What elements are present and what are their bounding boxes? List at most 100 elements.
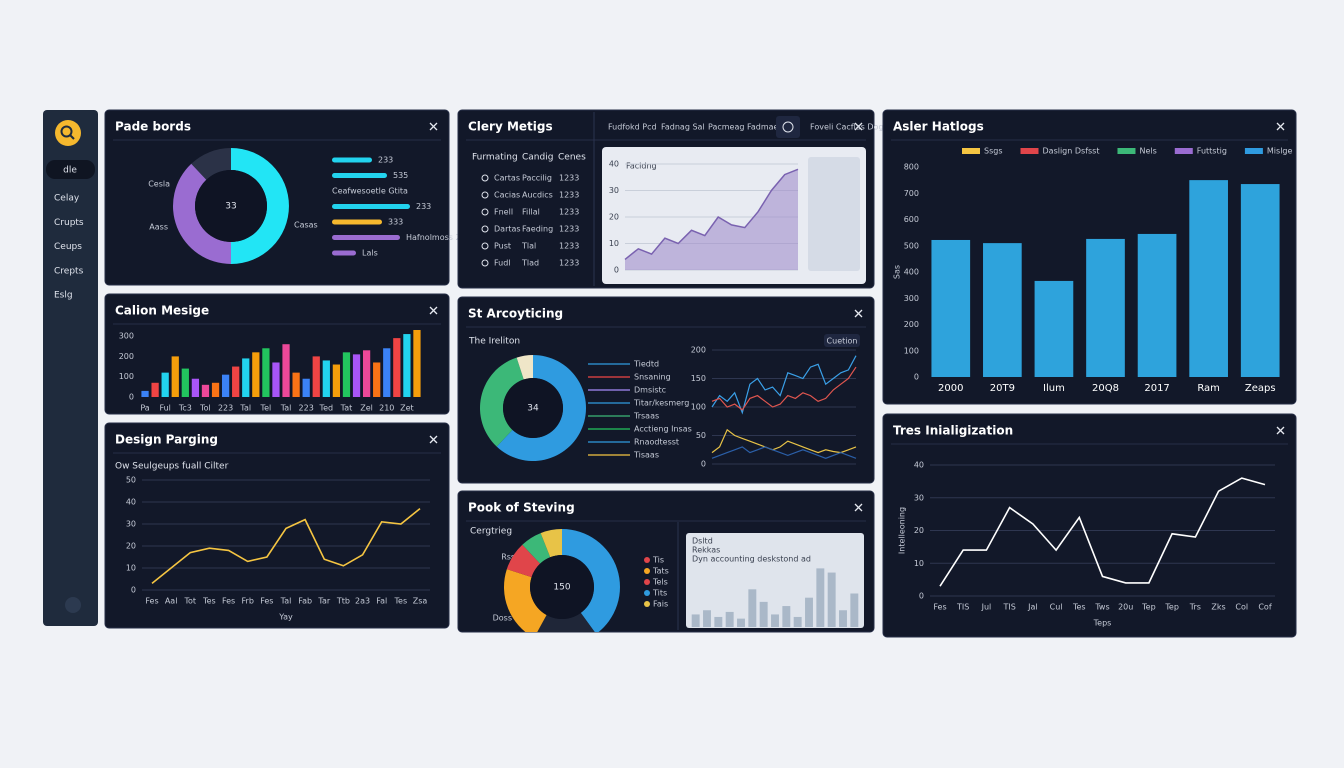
line bbox=[151, 507, 421, 585]
legend-label: Lals bbox=[362, 249, 378, 258]
y-tick-label: 50 bbox=[126, 476, 136, 485]
button-label: Cuetion bbox=[827, 337, 858, 346]
mini-card bbox=[808, 157, 860, 271]
table-cell: Cacias bbox=[494, 191, 520, 200]
sidebar-item[interactable]: Celay bbox=[54, 194, 80, 204]
radio[interactable] bbox=[481, 259, 489, 267]
table-cell: Paccilig bbox=[522, 174, 552, 183]
bar bbox=[282, 344, 290, 397]
table-cell: Cartas bbox=[494, 174, 520, 183]
bar bbox=[232, 366, 240, 397]
x-axis-label: Teps bbox=[1093, 619, 1112, 628]
x-tick-label: 20u bbox=[1118, 603, 1133, 612]
icon-button[interactable] bbox=[776, 116, 800, 138]
radio[interactable] bbox=[481, 208, 489, 216]
bar bbox=[816, 568, 825, 627]
bar bbox=[342, 352, 351, 397]
table-cell: 1233 bbox=[559, 208, 579, 217]
y-axis-label: Sas bbox=[893, 265, 902, 279]
header-label: Fadnag Sal bbox=[661, 123, 705, 132]
y-tick-label: 300 bbox=[119, 332, 134, 341]
donut-hole bbox=[503, 378, 563, 438]
close-icon[interactable] bbox=[429, 306, 438, 315]
x-tick-label: Zeaps bbox=[1245, 383, 1276, 394]
sidebar-item[interactable]: Eslg bbox=[54, 291, 73, 301]
x-tick-label: TIS bbox=[956, 603, 969, 612]
y-tick-label: 400 bbox=[904, 268, 919, 277]
legend-label: Tis bbox=[652, 556, 664, 565]
close-icon[interactable] bbox=[854, 122, 863, 131]
legend-label: 535 bbox=[393, 171, 408, 180]
bar bbox=[827, 572, 836, 627]
area bbox=[625, 169, 798, 270]
bar bbox=[393, 338, 401, 397]
radio[interactable] bbox=[481, 191, 489, 199]
sidebar-item[interactable]: Ceups bbox=[54, 242, 82, 252]
bar bbox=[272, 362, 280, 397]
y-tick-label: 10 bbox=[914, 559, 924, 568]
x-tick-label: 2000 bbox=[938, 383, 963, 394]
x-tick-label: Tws bbox=[1094, 603, 1109, 612]
x-tick-label: 20T9 bbox=[990, 383, 1015, 394]
radio[interactable] bbox=[481, 242, 489, 250]
radio[interactable] bbox=[481, 225, 489, 233]
bar bbox=[782, 606, 791, 627]
bar bbox=[725, 611, 734, 627]
donut-segment bbox=[231, 148, 289, 264]
settings-icon[interactable] bbox=[65, 597, 81, 613]
y-tick-label: 600 bbox=[904, 215, 919, 224]
header-label: Pacmeag Fadmaeplu bbox=[708, 123, 791, 132]
legend-bar bbox=[332, 173, 387, 178]
card-text: Dsltd bbox=[692, 537, 713, 546]
button[interactable] bbox=[824, 334, 860, 347]
bar bbox=[383, 348, 391, 397]
legend-label: Tats bbox=[652, 567, 669, 576]
y-axis-label: Intelleoning bbox=[898, 507, 907, 554]
x-tick-label: Zks bbox=[1211, 603, 1225, 612]
panel-title: Design Parging bbox=[115, 433, 218, 447]
bar bbox=[151, 382, 159, 397]
bar bbox=[737, 618, 745, 627]
donut-segment bbox=[516, 355, 533, 380]
header-label: Fudfokd Pcd bbox=[608, 123, 657, 132]
x-tick-label: Ram bbox=[1197, 383, 1220, 394]
x-tick-label: 20Q8 bbox=[1092, 383, 1119, 394]
x-tick-label: Fes bbox=[145, 597, 158, 606]
search-button[interactable] bbox=[55, 120, 81, 146]
legend-swatch bbox=[1117, 148, 1136, 154]
panel-title: St Arcoyticing bbox=[468, 307, 563, 321]
bar bbox=[332, 364, 341, 397]
panel bbox=[882, 413, 1297, 638]
donut-segment bbox=[562, 529, 620, 632]
x-tick-label: Cul bbox=[1050, 603, 1063, 612]
legend-label: Fais bbox=[653, 600, 668, 609]
radio[interactable] bbox=[481, 174, 489, 182]
x-tick-label: Tes bbox=[202, 597, 216, 606]
bar bbox=[714, 616, 723, 627]
donut-label: Doss bbox=[493, 614, 512, 623]
sidebar-pill[interactable] bbox=[46, 160, 95, 179]
close-icon[interactable] bbox=[1276, 426, 1285, 435]
x-tick-label: Fes bbox=[260, 597, 273, 606]
legend-label: Ceafwesoetle Gtita bbox=[332, 187, 408, 196]
close-icon[interactable] bbox=[1276, 122, 1285, 131]
close-icon[interactable] bbox=[854, 503, 863, 512]
y-tick-label: 200 bbox=[119, 352, 134, 361]
panel-subtitle: The Ireliton bbox=[468, 337, 520, 347]
search-icon bbox=[60, 125, 73, 138]
x-tick-label: Zel bbox=[360, 404, 373, 413]
y-tick-label: 10 bbox=[126, 564, 136, 573]
close-icon[interactable] bbox=[429, 122, 438, 131]
table-cell: 1233 bbox=[559, 225, 579, 234]
x-tick-label: Tep bbox=[1164, 603, 1179, 612]
donut: 150 bbox=[504, 529, 620, 632]
donut-label: Casas bbox=[294, 221, 318, 230]
sidebar-item[interactable]: Crepts bbox=[54, 266, 84, 276]
close-icon[interactable] bbox=[429, 435, 438, 444]
sidebar-item[interactable]: Crupts bbox=[54, 218, 84, 228]
close-icon[interactable] bbox=[854, 309, 863, 318]
x-tick-label: TIS bbox=[1002, 603, 1015, 612]
donut-segment bbox=[537, 612, 595, 632]
legend-label: Daslign Dsfsst bbox=[1043, 147, 1100, 156]
panel-title: Asler Hatlogs bbox=[893, 120, 984, 134]
